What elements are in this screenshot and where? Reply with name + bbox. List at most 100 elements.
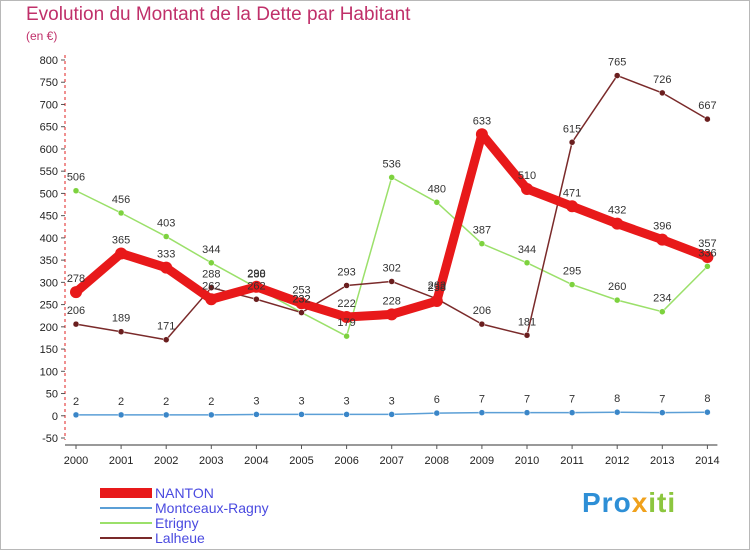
data-point-etrigny (568, 281, 576, 288)
data-point-nanton (205, 293, 218, 306)
y-tick-label: 0 (52, 411, 58, 423)
x-tick-label: 2007 (379, 455, 403, 467)
data-label-nanton: 510 (518, 170, 536, 182)
legend-label-etrigny: Etrigny (155, 515, 199, 531)
data-point-lalheue (388, 278, 395, 285)
data-point-nanton (70, 286, 82, 299)
data-label-etrigny: 344 (202, 244, 220, 256)
x-tick-label: 2006 (334, 455, 358, 467)
data-label-montceaux-ragny: 7 (569, 394, 575, 406)
data-point-nanton (521, 182, 533, 195)
data-label-lalheue: 615 (563, 123, 581, 135)
data-label-montceaux-ragny: 2 (118, 396, 124, 408)
data-point-nanton (340, 311, 353, 324)
data-point-nanton (250, 280, 263, 293)
data-label-etrigny: 387 (473, 225, 491, 237)
data-label-lalheue: 726 (653, 74, 671, 86)
data-point-montceaux-ragny (523, 409, 531, 416)
data-point-etrigny (478, 240, 486, 247)
data-label-nanton: 432 (608, 205, 626, 217)
data-point-montceaux-ragny (568, 409, 576, 416)
data-point-nanton (566, 200, 579, 213)
data-label-montceaux-ragny: 3 (253, 395, 259, 407)
data-point-nanton (385, 308, 398, 321)
data-label-etrigny: 403 (157, 218, 175, 230)
data-point-montceaux-ragny (433, 409, 441, 417)
data-label-montceaux-ragny: 6 (434, 394, 440, 406)
data-point-montceaux-ragny (72, 411, 80, 419)
data-point-montceaux-ragny (388, 411, 395, 418)
data-point-montceaux-ragny (253, 411, 260, 418)
data-label-etrigny: 260 (608, 281, 626, 293)
data-point-nanton (701, 251, 714, 264)
data-point-nanton (611, 217, 624, 230)
data-point-lalheue (659, 89, 666, 97)
x-tick-label: 2005 (289, 455, 313, 467)
y-tick-label: 150 (40, 344, 58, 356)
data-point-lalheue (208, 284, 215, 291)
data-label-lalheue: 206 (473, 305, 491, 317)
chart-subtitle: (en €) (26, 29, 58, 43)
x-tick-label: 2011 (560, 455, 584, 467)
data-point-etrigny (162, 233, 170, 240)
y-tick-label: 350 (40, 255, 58, 267)
data-label-etrigny: 234 (653, 293, 671, 305)
data-label-montceaux-ragny: 8 (704, 393, 710, 405)
data-label-lalheue: 262 (247, 280, 265, 292)
y-tick-label: 800 (40, 55, 58, 67)
data-label-etrigny: 295 (563, 266, 581, 278)
data-point-lalheue (162, 336, 170, 343)
data-point-lalheue (704, 115, 711, 123)
data-label-etrigny: 456 (112, 194, 130, 206)
data-label-montceaux-ragny: 7 (659, 394, 665, 406)
data-point-etrigny (523, 259, 531, 267)
data-label-nanton: 228 (383, 295, 401, 307)
data-label-nanton: 633 (473, 115, 491, 127)
data-label-lalheue: 189 (112, 313, 130, 325)
y-tick-label: 300 (40, 277, 58, 289)
data-label-nanton: 365 (112, 234, 130, 246)
data-label-lalheue: 232 (292, 294, 310, 306)
data-label-nanton: 357 (698, 238, 716, 250)
x-tick-label: 2008 (425, 455, 449, 467)
data-label-nanton: 471 (563, 187, 581, 199)
data-label-lalheue: 263 (428, 280, 446, 292)
data-label-etrigny: 480 (428, 183, 446, 195)
data-point-montceaux-ragny (659, 409, 666, 416)
x-tick-label: 2000 (64, 455, 88, 467)
legend-label-lalheue: Lalheue (155, 530, 205, 546)
data-point-lalheue (253, 296, 260, 303)
data-point-etrigny (659, 308, 666, 315)
y-tick-label: 650 (40, 122, 58, 134)
data-label-lalheue: 288 (202, 269, 220, 281)
data-point-montceaux-ragny (704, 408, 711, 416)
data-label-montceaux-ragny: 3 (298, 395, 304, 407)
data-point-lalheue (613, 72, 621, 79)
y-tick-label: 250 (40, 300, 58, 312)
data-label-nanton: 258 (428, 282, 446, 294)
data-point-lalheue (568, 139, 576, 146)
data-point-nanton (430, 295, 443, 308)
data-label-etrigny: 344 (518, 244, 536, 256)
data-point-montceaux-ragny (208, 411, 215, 419)
y-tick-label: 200 (40, 322, 58, 334)
data-point-nanton (656, 233, 669, 246)
data-label-montceaux-ragny: 3 (389, 395, 395, 407)
y-tick-label: 550 (40, 166, 58, 178)
x-tick-label: 2010 (515, 455, 539, 467)
data-point-lalheue (298, 309, 305, 316)
proxiti-logo: Proxiti (582, 487, 677, 518)
legend-label-montceaux-ragny: Montceaux-Ragny (155, 500, 269, 516)
data-point-nanton (295, 297, 308, 310)
data-point-nanton (160, 261, 173, 274)
data-point-montceaux-ragny (613, 408, 621, 416)
data-label-nanton: 278 (67, 273, 85, 285)
x-tick-label: 2003 (199, 455, 223, 467)
data-point-etrigny (388, 174, 395, 181)
data-point-lalheue (343, 282, 350, 289)
y-tick-label: 100 (40, 366, 58, 378)
data-label-lalheue: 765 (608, 57, 626, 69)
data-label-lalheue: 171 (157, 321, 175, 333)
data-point-montceaux-ragny (162, 411, 170, 419)
